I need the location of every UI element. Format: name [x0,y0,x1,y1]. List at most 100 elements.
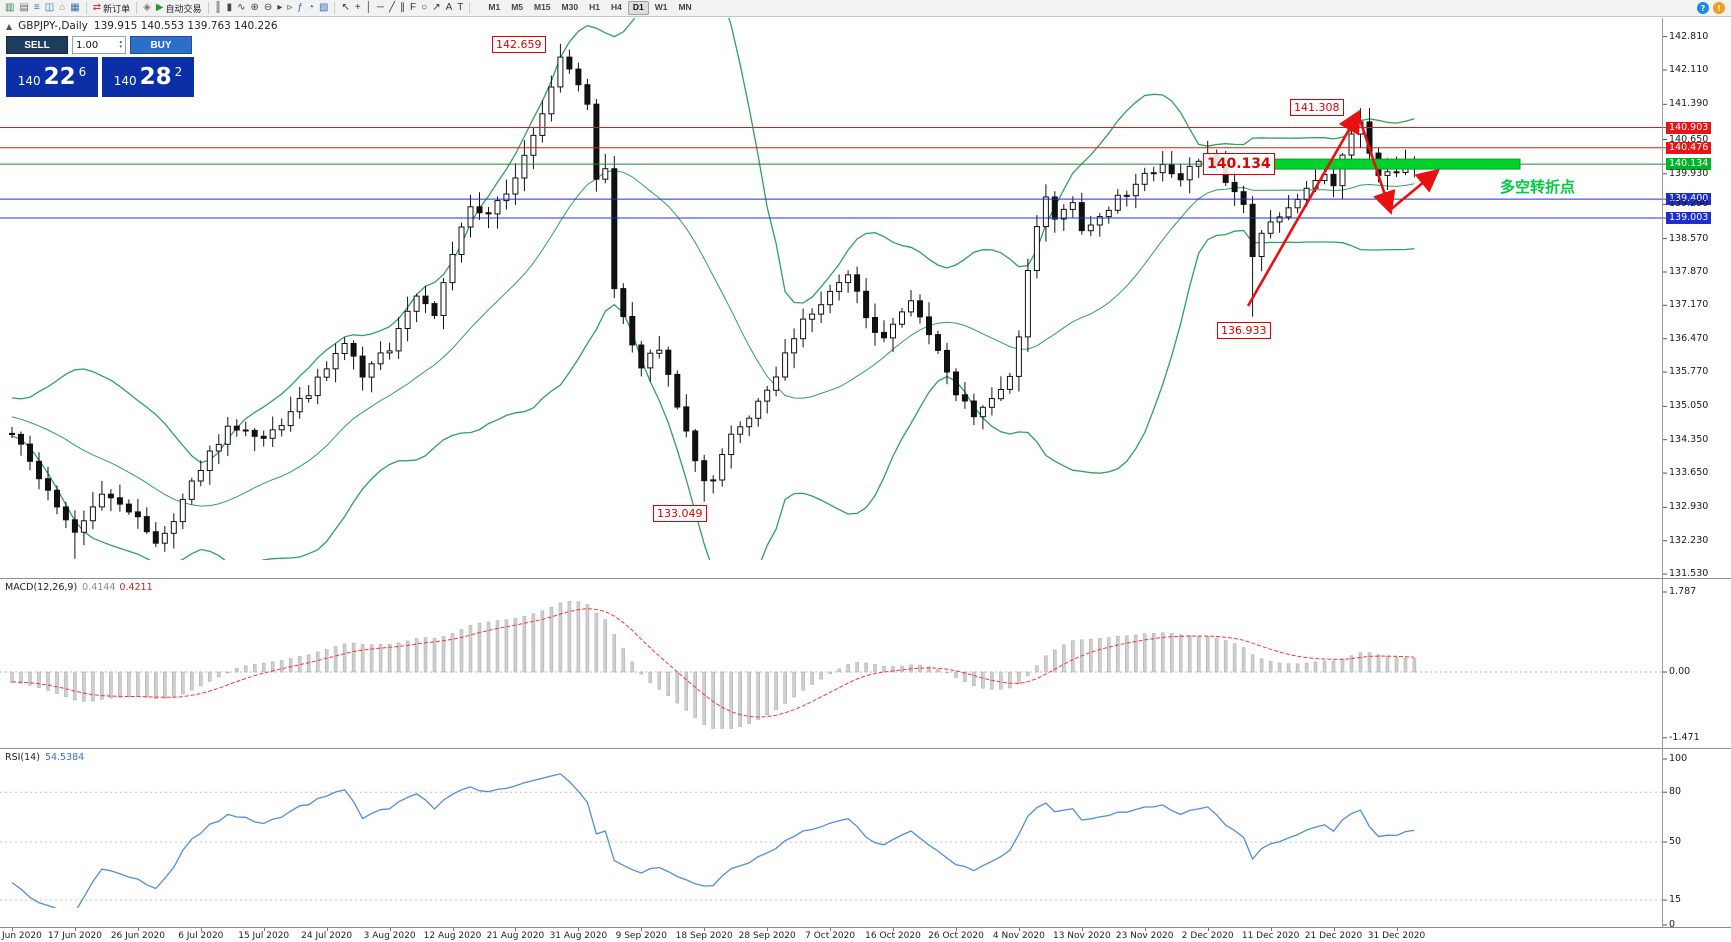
time-axis-label: 3 Aug 2020 [363,931,416,941]
label-141-308[interactable]: 141.308 [1290,99,1344,116]
chart-line-button[interactable]: ∿ [235,1,247,16]
sell-price-button[interactable]: 140 22 6 [6,57,98,97]
macd-name: MACD(12,26,9) [5,582,78,593]
data-window-button[interactable]: ◫ [43,1,56,16]
trendline-button[interactable]: ╱ [387,1,397,16]
time-axis-label: 18 Sep 2020 [675,931,733,941]
timeframe-w1-button[interactable]: W1 [650,1,673,14]
sell-button[interactable]: SELL [6,36,68,54]
chart-candles-button[interactable]: ▮ [225,1,235,16]
auto-scroll-button[interactable]: ▸ [275,1,284,16]
fibonacci-icon: F [410,2,417,13]
timeframe-d1-button[interactable]: D1 [627,1,649,15]
zoom-out-button[interactable]: ⊖ [262,1,274,16]
chart-bars-button[interactable]: ║ [213,1,224,16]
volume-down-icon[interactable]: ▾ [119,44,122,50]
timeframe-m30-button[interactable]: M30 [557,1,584,14]
time-axis-tick [389,928,391,931]
rsi-axis-label: 80 [1669,786,1682,798]
time-axis-label: 4 Nov 2020 [992,931,1045,941]
trade-panel-collapse-icon[interactable]: ▲ [6,21,13,31]
time-axis-tick [326,928,328,931]
price-axis-label: 135.770 [1669,366,1709,378]
terminal-button[interactable]: ▦ [68,1,81,16]
macd-main-value: 0.4144 [82,582,116,593]
panel-separator[interactable] [0,748,1731,749]
chart-profiles-button[interactable]: ▤ [17,1,30,16]
text-button[interactable]: A [444,1,455,16]
cursor-button[interactable]: ↖ [339,1,351,16]
crosshair-button[interactable]: + [353,1,363,16]
volume-spinner[interactable]: ▴ ▾ [119,40,122,50]
time-axis-tick [12,928,13,931]
price-axis-label: 139.003 [1666,212,1712,224]
fibonacci-button[interactable]: F [408,1,418,16]
volume-field[interactable]: 1.00 ▴ ▾ [72,36,126,54]
label-133-049[interactable]: 133.049 [653,505,707,522]
time-axis-tick [263,928,265,931]
timeframe-m15-button[interactable]: M15 [529,1,556,14]
timeframe-mn-button[interactable]: MN [673,1,696,14]
price-axis-label: 140.476 [1666,141,1712,154]
indicators-button[interactable]: ƒ [295,1,305,16]
time-axis-tick [74,928,76,931]
note-turning-point[interactable]: 多空转折点 [1500,178,1576,196]
vertical-line-button[interactable]: │ [364,1,374,16]
time-axis-tick [1081,928,1083,931]
timeframe-m1-button[interactable]: M1 [483,1,505,14]
navigator-button[interactable]: ⌂ [57,1,67,16]
time-axis-label: 6 Jul 2020 [178,931,224,941]
rsi-axis-label: 15 [1669,894,1682,906]
buy-button[interactable]: BUY [130,36,192,54]
arrows-tool-button[interactable]: ↗ [430,1,442,16]
templates-button[interactable]: ▧ [317,1,330,16]
time-axis-label: 7 Oct 2020 [805,931,856,941]
price-axis-label: 137.170 [1669,299,1709,311]
panel-separator[interactable] [0,578,1731,579]
time-axis-label: 23 Nov 2020 [1115,931,1174,941]
volume-up-icon[interactable]: ▴ [119,39,122,45]
rsi-axis-label: 100 [1669,753,1688,764]
arrows-tool-icon: ↗ [432,2,441,13]
channel-button[interactable]: ∥ [398,1,407,16]
price-axis-label: 139.400 [1666,193,1712,206]
chart-title-bar: ▲ GBPJPY-,Daily 139.915 140.553 139.763 … [6,20,278,32]
shapes-button[interactable]: ○ [419,1,429,16]
market-watch-button[interactable]: ≡ [32,1,42,16]
new-chart-button[interactable]: ▥ [3,1,16,16]
indicators-icon: ƒ [297,2,303,13]
zoom-in-button[interactable]: ⊕ [249,1,261,16]
cursor-icon: ↖ [341,2,350,13]
periods-button[interactable]: ◔ [306,1,316,16]
buy-price-button[interactable]: 140 28 2 [102,57,194,97]
label-136-933[interactable]: 136.933 [1217,322,1271,339]
price-axis-label: 131.530 [1669,568,1709,580]
time-axis-tick [1333,928,1335,931]
shapes-icon: ○ [421,2,428,13]
time-axis-label: 21 Aug 2020 [486,931,545,941]
time-axis-tick [893,928,894,931]
bid-pip-digit: 6 [78,65,87,79]
promo-icon[interactable]: ! [1713,2,1725,14]
text-label-button[interactable]: T [455,1,465,16]
chart-symbol-title: GBPJPY-,Daily [18,20,88,32]
chart-shift-button[interactable]: ▹ [285,1,294,16]
metaeditor-button[interactable]: ◈ [141,1,153,16]
new-order-button[interactable]: ⇄ 新订单 [91,1,132,16]
label-142-659[interactable]: 142.659 [492,36,546,53]
autotrading-icon: ▶ [155,2,164,13]
toolbar-buttons: ▥ ▤ ≡ ◫ ⌂ ▦ ⇄ 新订单 ◈ ▶ 自动交易 ║ ▮ ∿ ⊕ ⊖ ▸ ▹ ƒ ◔ ▧ ↖ + │ ─ ╱ ∥ F ○ ↗ A T [3,1,473,16]
timeframe-h4-button[interactable]: H4 [606,1,627,14]
timeframe-h1-button[interactable]: H1 [584,1,605,14]
horizontal-line-button[interactable]: ─ [375,1,386,16]
autotrading-button[interactable]: ▶ 自动交易 [154,1,204,16]
price-axis-label: 134.350 [1669,433,1709,445]
time-axis[interactable]: Jun 2020 17 Jun 2020 26 Jun 2020 6 Jul 2020… [0,927,1731,942]
label-140-134[interactable]: 140.134 [1203,153,1275,175]
chart-workspace[interactable]: ▲ GBPJPY-,Daily 139.915 140.553 139.763 … [0,18,1731,942]
main-toolbar: ▥ ▤ ≡ ◫ ⌂ ▦ ⇄ 新订单 ◈ ▶ 自动交易 ║ ▮ ∿ ⊕ ⊖ ▸ ▹ ƒ ◔ ▧ ↖ + │ ─ ╱ ∥ F ○ ↗ A T M1… [0,0,1731,17]
help-icon[interactable]: ? [1697,2,1709,14]
timeframe-m5-button[interactable]: M5 [506,1,528,14]
